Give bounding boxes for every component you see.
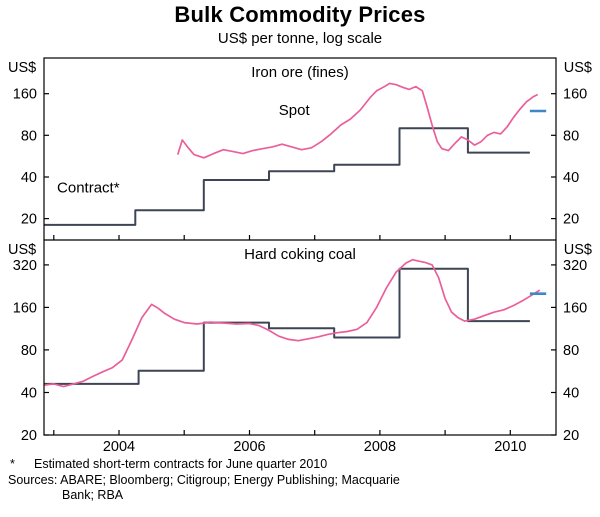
x-tick-label: 2010 xyxy=(494,439,526,454)
y-tick-label-left: 20 xyxy=(21,212,37,228)
sources-line1: Sources: ABARE; Bloomberg; Citigroup; En… xyxy=(8,473,400,487)
contract-line xyxy=(44,267,530,385)
y-tick-label-right: 80 xyxy=(563,343,579,359)
y-axis-unit-right: US$ xyxy=(564,60,592,76)
footnote-text: Estimated short-term contracts for June … xyxy=(34,457,328,471)
footnote-asterisk: * xyxy=(10,457,15,471)
y-tick-label-right: 40 xyxy=(563,170,579,186)
y-tick-label-left: 40 xyxy=(21,170,37,186)
plot-frame xyxy=(43,57,557,436)
y-tick-label-right: 160 xyxy=(563,87,587,103)
y-tick-label-right: 320 xyxy=(563,258,587,274)
spot-line-label: Spot xyxy=(279,102,311,119)
y-tick-label-left: 80 xyxy=(21,343,37,359)
y-tick-label-left: 40 xyxy=(21,386,37,402)
y-axis-unit-right: US$ xyxy=(564,242,592,258)
chart-subtitle: US$ per tonne, log scale xyxy=(217,30,383,47)
x-tick-label: 2008 xyxy=(364,439,396,454)
y-tick-label-right: 20 xyxy=(563,428,579,444)
y-axis-unit-left: US$ xyxy=(8,242,36,258)
panel-hard-coking-coal xyxy=(43,258,556,436)
x-tick-label: 2006 xyxy=(233,439,265,454)
y-tick-label-left: 160 xyxy=(13,87,37,103)
spot-line xyxy=(43,258,541,388)
contract-line xyxy=(44,127,530,226)
contract-line-label: Contract* xyxy=(57,179,120,196)
panel-title: Hard coking coal xyxy=(244,246,356,263)
panel-title: Iron ore (fines) xyxy=(251,64,349,81)
y-tick-label-left: 160 xyxy=(13,300,37,316)
y-tick-label-left: 80 xyxy=(21,128,37,144)
panel-iron-ore xyxy=(44,82,556,240)
y-tick-label-right: 20 xyxy=(563,212,579,228)
chart-title: Bulk Commodity Prices xyxy=(174,2,426,27)
sources-line2: Bank; RBA xyxy=(62,488,124,502)
x-tick-label: 2004 xyxy=(103,439,135,454)
sources: Sources: ABARE; Bloomberg; Citigroup; En… xyxy=(8,473,592,503)
y-tick-label-left: 20 xyxy=(21,428,37,444)
y-axis-unit-left: US$ xyxy=(8,60,36,76)
spot-line xyxy=(176,82,539,159)
chart-svg: 20 20 40 40 80 80 160 160 Contract* Spot Iron ore … xyxy=(8,57,592,454)
y-tick-label-right: 160 xyxy=(563,300,587,316)
y-tick-label-right: 80 xyxy=(563,128,579,144)
y-tick-label-left: 320 xyxy=(13,258,37,274)
y-tick-label-right: 40 xyxy=(563,386,579,402)
